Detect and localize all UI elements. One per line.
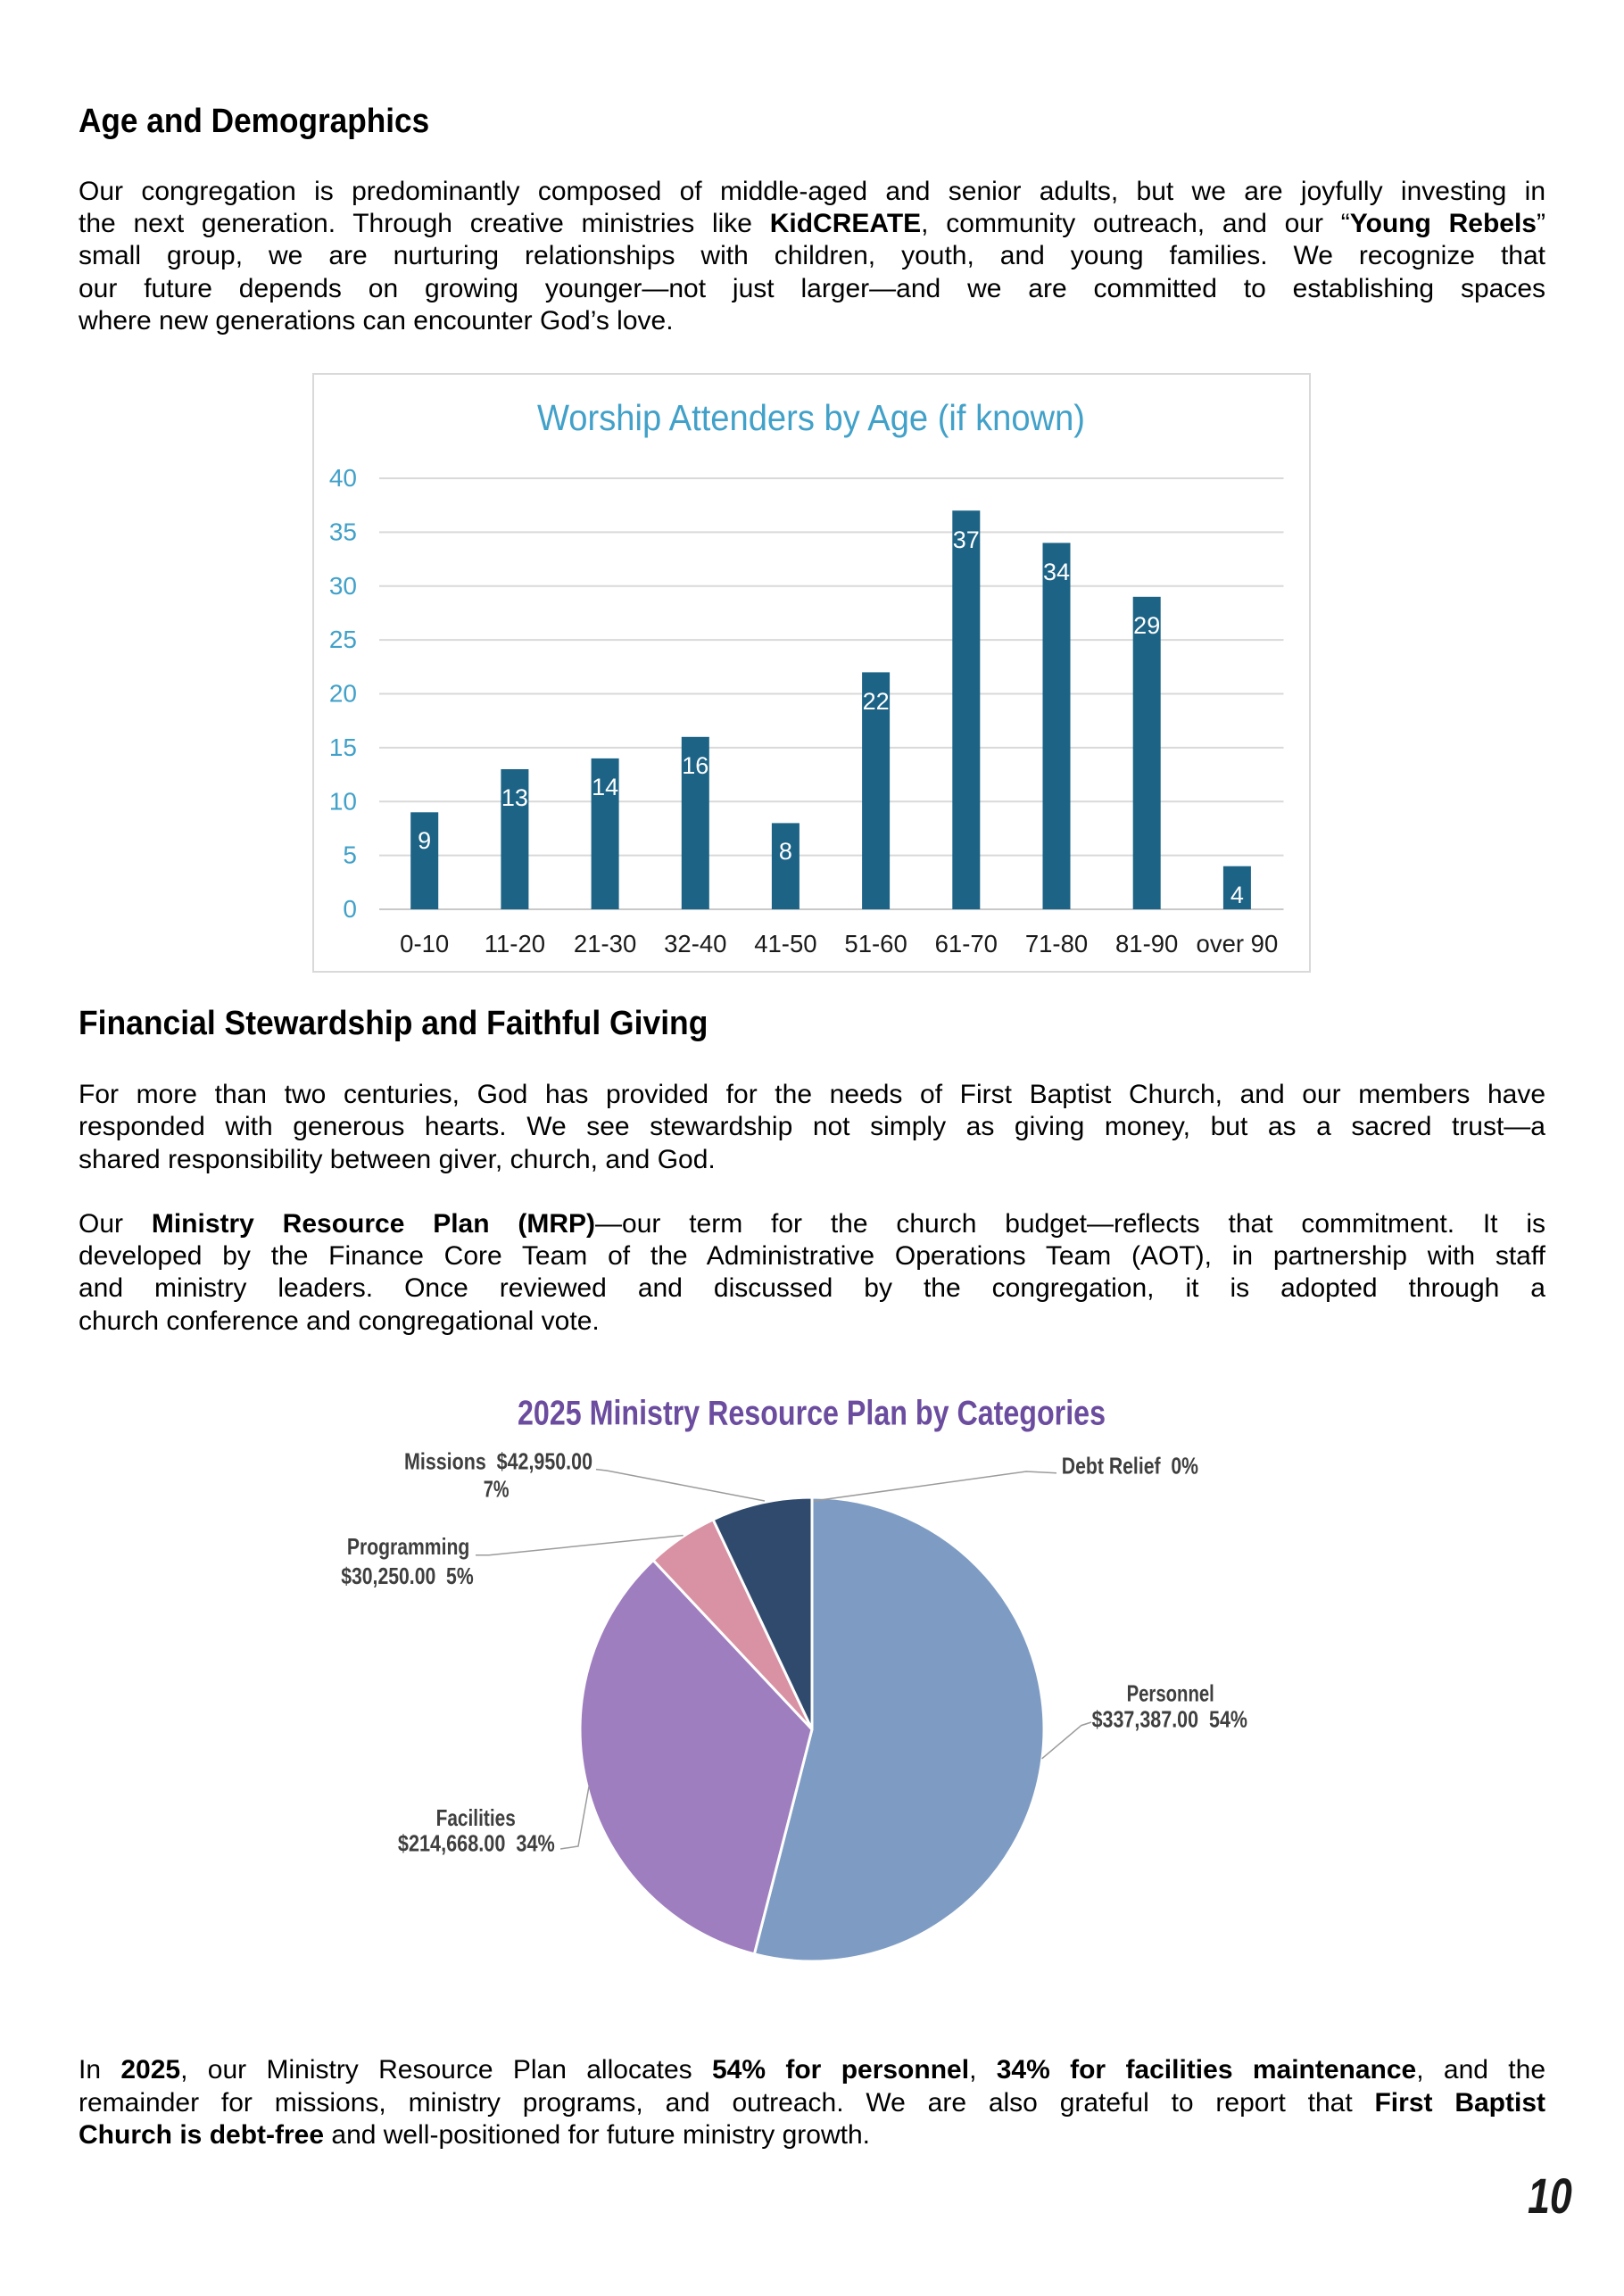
svg-text:81-90: 81-90 xyxy=(1115,930,1178,957)
svg-text:13: 13 xyxy=(501,784,528,811)
svg-text:71-80: 71-80 xyxy=(1025,930,1088,957)
svg-text:9: 9 xyxy=(418,827,431,854)
svg-text:20: 20 xyxy=(329,680,357,708)
svg-text:$214,668.00 34%: $214,668.00 34% xyxy=(398,1829,555,1856)
svg-text:Personnel: Personnel xyxy=(1127,1680,1214,1707)
svg-text:2025 Ministry Resource Plan by: 2025 Ministry Resource Plan by Categorie… xyxy=(518,1395,1106,1433)
svg-text:41-50: 41-50 xyxy=(754,930,816,957)
svg-text:30: 30 xyxy=(329,572,357,600)
svg-text:34: 34 xyxy=(1043,559,1070,585)
svg-text:$30,250.00 5%: $30,250.00 5% xyxy=(341,1562,474,1589)
svg-text:25: 25 xyxy=(329,626,357,653)
svg-text:32-40: 32-40 xyxy=(664,930,726,957)
svg-text:8: 8 xyxy=(779,838,792,865)
svg-text:22: 22 xyxy=(863,688,890,715)
svg-text:Facilities: Facilities xyxy=(436,1804,516,1831)
svg-text:15: 15 xyxy=(329,734,357,761)
svg-text:4: 4 xyxy=(1230,882,1244,908)
svg-text:7%: 7% xyxy=(484,1476,510,1503)
svg-text:16: 16 xyxy=(682,752,708,779)
svg-text:29: 29 xyxy=(1133,612,1160,639)
svg-text:Debt Relief 0%: Debt Relief 0% xyxy=(1062,1453,1198,1480)
svg-text:over 90: over 90 xyxy=(1197,930,1279,957)
svg-text:35: 35 xyxy=(329,518,357,545)
svg-text:5: 5 xyxy=(343,841,357,869)
svg-text:51-60: 51-60 xyxy=(844,930,907,957)
svg-text:21-30: 21-30 xyxy=(574,930,636,957)
svg-text:Programming: Programming xyxy=(347,1533,469,1560)
svg-text:Worship Attenders by Age (if k: Worship Attenders by Age (if known) xyxy=(537,397,1085,438)
svg-text:Missions $42,950.00: Missions $42,950.00 xyxy=(404,1448,592,1475)
svg-text:14: 14 xyxy=(592,774,618,800)
svg-text:0: 0 xyxy=(343,895,357,923)
svg-text:0-10: 0-10 xyxy=(400,930,449,957)
svg-text:$337,387.00 54%: $337,387.00 54% xyxy=(1092,1705,1247,1732)
svg-text:11-20: 11-20 xyxy=(485,930,545,957)
svg-text:40: 40 xyxy=(329,464,357,492)
svg-text:37: 37 xyxy=(953,526,980,553)
svg-text:10: 10 xyxy=(329,787,357,815)
svg-text:61-70: 61-70 xyxy=(935,930,998,957)
